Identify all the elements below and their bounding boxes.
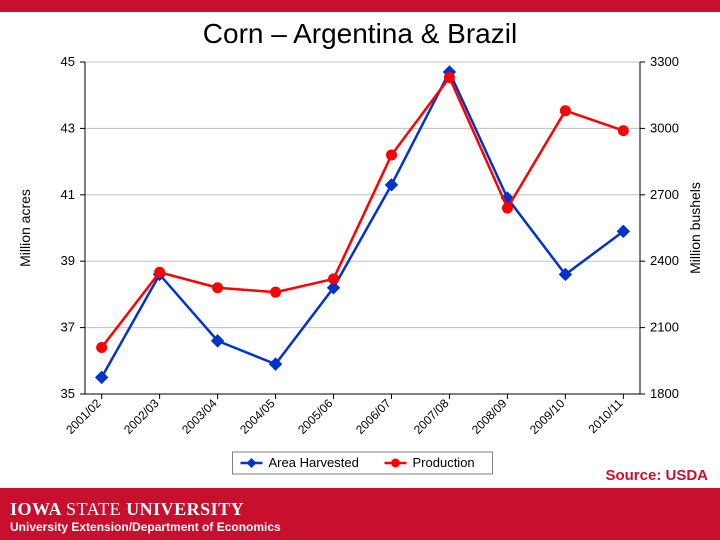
svg-text:1800: 1800: [650, 386, 679, 401]
chart-title: Corn – Argentina & Brazil: [0, 12, 720, 52]
svg-text:2008/09: 2008/09: [469, 396, 510, 437]
svg-text:2004/05: 2004/05: [237, 396, 278, 437]
university-name: IOWA STATE UNIVERSITY: [10, 499, 281, 520]
svg-text:Million bushels: Million bushels: [687, 182, 703, 274]
svg-text:39: 39: [61, 253, 75, 268]
svg-text:35: 35: [61, 386, 75, 401]
svg-text:3000: 3000: [650, 120, 679, 135]
svg-text:2007/08: 2007/08: [411, 396, 452, 437]
svg-text:Area Harvested: Area Harvested: [269, 455, 359, 470]
svg-text:41: 41: [61, 187, 75, 202]
svg-text:2001/02: 2001/02: [63, 396, 104, 437]
chart-container: 35 37 39 41 43 45 1800 2100 2400 2700 3000 3300 2001…: [0, 52, 720, 482]
department-label: University Extension/Department of Econo…: [10, 520, 281, 534]
header-bar: [0, 0, 720, 12]
svg-text:37: 37: [61, 320, 75, 335]
line-chart: 35 37 39 41 43 45 1800 2100 2400 2700 3000 3300 2001…: [0, 52, 720, 482]
svg-text:2010/11: 2010/11: [586, 396, 626, 436]
svg-text:2002/03: 2002/03: [121, 396, 162, 437]
university-prefix: IOWA: [10, 499, 61, 519]
svg-text:2006/07: 2006/07: [353, 396, 394, 437]
svg-text:Production: Production: [413, 455, 475, 470]
footer-bar: IOWA STATE UNIVERSITY University Extensi…: [0, 488, 720, 540]
svg-text:3300: 3300: [650, 54, 679, 69]
svg-text:2005/06: 2005/06: [295, 396, 336, 437]
svg-text:Million acres: Million acres: [17, 189, 33, 267]
svg-text:2100: 2100: [650, 320, 679, 335]
university-suffix: UNIVERSITY: [126, 499, 244, 519]
svg-text:2700: 2700: [650, 187, 679, 202]
svg-text:2400: 2400: [650, 253, 679, 268]
svg-text:2009/10: 2009/10: [527, 396, 568, 437]
svg-text:45: 45: [61, 54, 75, 69]
source-label: Source: USDA: [605, 467, 708, 484]
university-mid: STATE: [66, 499, 121, 519]
svg-text:43: 43: [61, 120, 75, 135]
svg-text:2003/04: 2003/04: [179, 396, 220, 437]
